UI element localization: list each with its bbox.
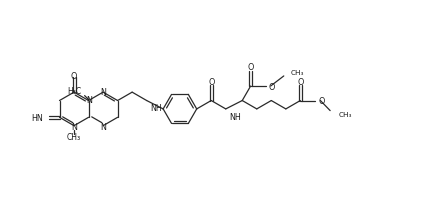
Text: O: O bbox=[319, 97, 325, 105]
Text: N: N bbox=[71, 123, 77, 132]
Text: O: O bbox=[208, 77, 215, 87]
Text: NH: NH bbox=[151, 104, 162, 113]
Text: O: O bbox=[269, 82, 275, 91]
Text: CH₃: CH₃ bbox=[291, 70, 304, 76]
Text: NH: NH bbox=[230, 112, 241, 121]
Text: H₃C: H₃C bbox=[68, 87, 82, 96]
Text: CH₃: CH₃ bbox=[339, 111, 353, 117]
Text: HN: HN bbox=[31, 113, 43, 122]
Text: CH₃: CH₃ bbox=[67, 132, 81, 141]
Text: N: N bbox=[100, 123, 106, 132]
Text: O: O bbox=[71, 72, 77, 81]
Text: N: N bbox=[100, 87, 106, 96]
Text: O: O bbox=[297, 77, 304, 87]
Text: N: N bbox=[86, 96, 92, 104]
Text: O: O bbox=[247, 63, 254, 72]
